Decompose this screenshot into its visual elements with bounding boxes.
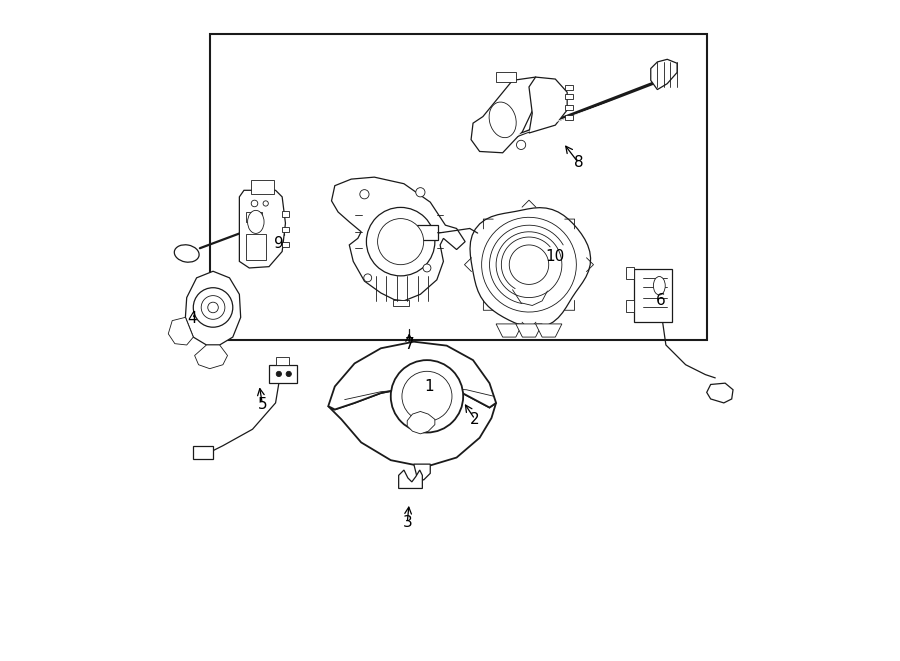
- Circle shape: [194, 288, 233, 327]
- Circle shape: [416, 188, 425, 197]
- Bar: [269, 365, 297, 383]
- Bar: [283, 212, 289, 217]
- Bar: [246, 234, 266, 260]
- Polygon shape: [536, 324, 562, 337]
- Bar: [565, 104, 573, 110]
- Text: 9: 9: [274, 236, 284, 251]
- Ellipse shape: [175, 245, 199, 262]
- Circle shape: [360, 190, 369, 199]
- Text: 5: 5: [257, 397, 267, 412]
- Bar: [392, 299, 409, 306]
- Bar: [626, 267, 634, 279]
- Polygon shape: [414, 464, 430, 480]
- Circle shape: [202, 295, 225, 319]
- Polygon shape: [185, 271, 240, 345]
- Text: 8: 8: [573, 155, 583, 170]
- Bar: [634, 269, 672, 322]
- Bar: [496, 72, 516, 82]
- Bar: [565, 85, 573, 91]
- Polygon shape: [651, 59, 677, 90]
- Bar: [565, 94, 573, 98]
- Bar: [250, 180, 274, 194]
- Circle shape: [251, 200, 257, 207]
- Polygon shape: [471, 77, 542, 153]
- Circle shape: [208, 302, 219, 313]
- Polygon shape: [407, 411, 435, 434]
- Bar: [565, 114, 573, 120]
- Polygon shape: [328, 342, 496, 409]
- Polygon shape: [168, 317, 194, 345]
- Bar: [283, 242, 289, 247]
- Text: 2: 2: [470, 412, 480, 427]
- Polygon shape: [331, 177, 465, 301]
- Circle shape: [391, 360, 464, 432]
- Text: 10: 10: [545, 249, 565, 264]
- Ellipse shape: [653, 276, 665, 295]
- Circle shape: [276, 371, 282, 377]
- Circle shape: [402, 371, 452, 421]
- Bar: [417, 225, 438, 240]
- Polygon shape: [328, 387, 496, 465]
- Circle shape: [286, 371, 292, 377]
- Circle shape: [378, 219, 424, 264]
- Ellipse shape: [489, 102, 517, 137]
- Polygon shape: [482, 217, 576, 312]
- Circle shape: [423, 264, 431, 272]
- Bar: [246, 212, 263, 222]
- Bar: [626, 300, 634, 312]
- Ellipse shape: [248, 210, 264, 233]
- Text: 6: 6: [656, 293, 665, 309]
- Polygon shape: [399, 470, 422, 488]
- Bar: [210, 34, 707, 340]
- Polygon shape: [516, 324, 542, 337]
- Circle shape: [517, 140, 526, 149]
- Text: 7: 7: [404, 338, 414, 352]
- Bar: [283, 227, 289, 232]
- Polygon shape: [509, 245, 549, 284]
- Polygon shape: [194, 345, 228, 369]
- Polygon shape: [496, 324, 522, 337]
- Text: 3: 3: [402, 515, 412, 530]
- Text: 4: 4: [187, 311, 197, 326]
- Polygon shape: [496, 232, 562, 297]
- Polygon shape: [529, 77, 567, 133]
- Circle shape: [364, 274, 372, 282]
- Circle shape: [263, 201, 268, 206]
- Polygon shape: [706, 383, 733, 403]
- Text: 1: 1: [424, 379, 434, 394]
- Circle shape: [366, 208, 435, 276]
- Polygon shape: [239, 190, 285, 268]
- Bar: [194, 446, 213, 459]
- Polygon shape: [470, 208, 590, 328]
- Bar: [275, 357, 289, 365]
